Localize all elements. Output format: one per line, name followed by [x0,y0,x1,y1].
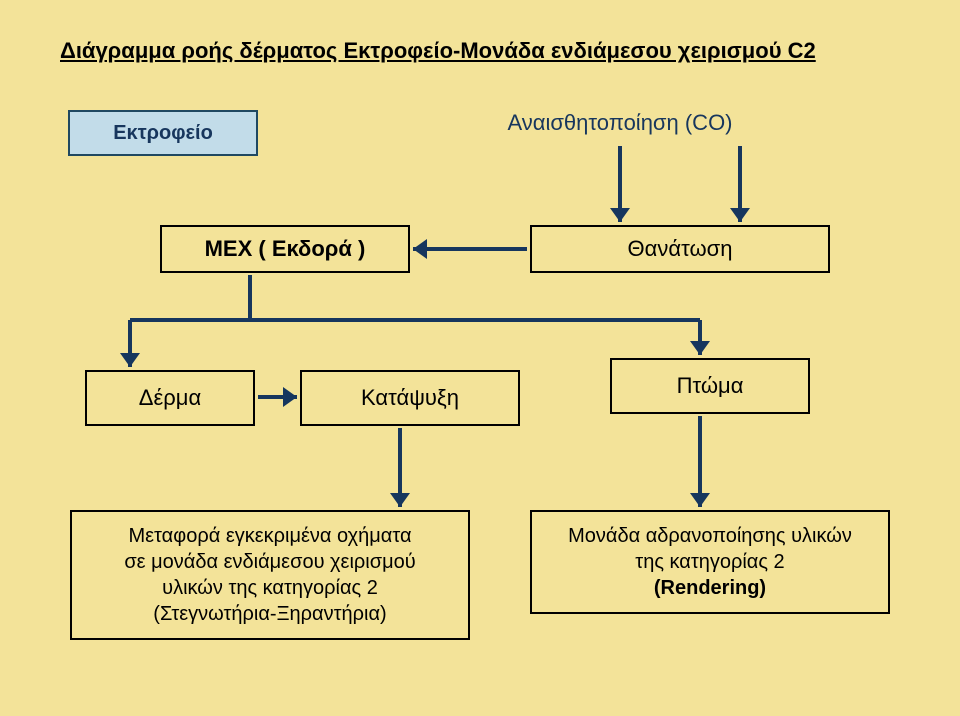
node-label: Θανάτωση [628,235,733,264]
node-label: Πτώμα [677,372,744,401]
node-label: Δέρμα [139,384,201,413]
node-mex: ΜΕΧ ( Εκδορά ) [160,225,410,273]
node-label: Μονάδα αδρανοποίησης υλικώντης κατηγορία… [568,523,852,601]
node-thanatosi: Θανάτωση [530,225,830,273]
node-metafora: Μεταφορά εγκεκριμένα οχήματα σε μονάδα ε… [70,510,470,640]
node-label: Εκτροφείο [113,120,213,146]
node-katapsyksi: Κατάψυξη [300,370,520,426]
diagram-title: Διάγραμμα ροής δέρματος Εκτροφείο-Μονάδα… [60,38,816,64]
node-derma: Δέρμα [85,370,255,426]
node-ektrofeio: Εκτροφείο [68,110,258,156]
node-label: ΜΕΧ ( Εκδορά ) [205,235,366,264]
node-anesthesia: Αναισθητοποίηση (CO) [460,100,780,146]
node-ptoma: Πτώμα [610,358,810,414]
node-monada: Μονάδα αδρανοποίησης υλικώντης κατηγορία… [530,510,890,614]
node-label: Αναισθητοποίηση (CO) [507,109,732,138]
diagram-canvas: Διάγραμμα ροής δέρματος Εκτροφείο-Μονάδα… [0,0,960,716]
node-label: Μεταφορά εγκεκριμένα οχήματα σε μονάδα ε… [124,523,415,627]
node-label: Κατάψυξη [361,384,459,413]
